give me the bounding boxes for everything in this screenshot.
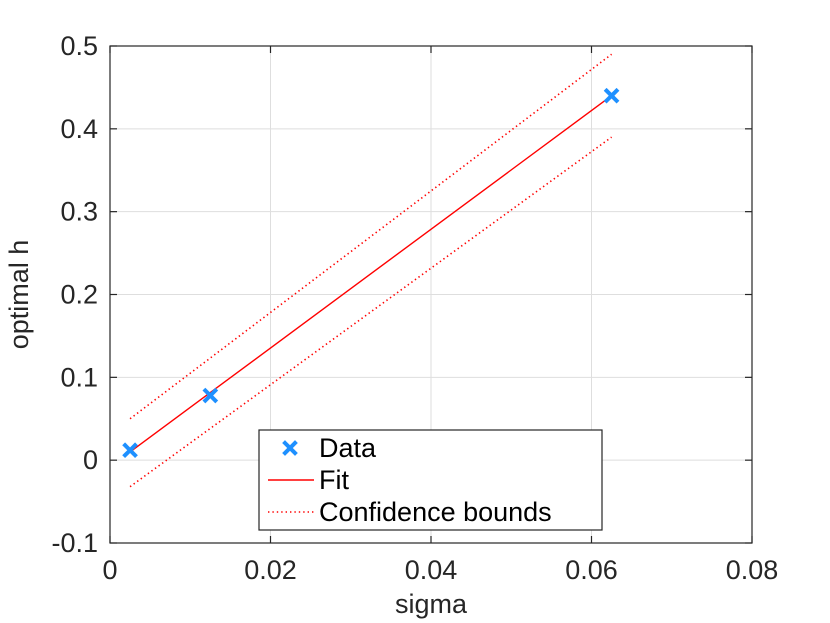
y-tick-label: -0.1 <box>51 528 98 558</box>
y-tick-label: 0.2 <box>60 280 98 310</box>
legend-marker-data <box>282 440 298 456</box>
fit-line <box>129 95 612 453</box>
data-point-marker <box>202 387 219 404</box>
legend-entry-label: Fit <box>319 465 349 495</box>
x-tick-label: 0.04 <box>405 555 458 585</box>
y-tick-label: 0.5 <box>60 31 98 61</box>
legend-entry-label: Data <box>319 433 377 463</box>
x-tick-label: 0.06 <box>565 555 618 585</box>
data-point-marker <box>603 87 620 104</box>
data-point-stroke <box>122 442 138 459</box>
legend-box <box>258 429 603 531</box>
y-axis-label: optimal h <box>4 240 34 350</box>
series-layer <box>122 53 620 488</box>
data-point-stroke <box>603 87 620 104</box>
x-tick-label: 0.02 <box>244 555 297 585</box>
axes <box>109 45 753 544</box>
y-tick-label: 0.1 <box>60 362 98 392</box>
legend-marker-stroke <box>282 440 298 456</box>
data-point-marker <box>122 442 138 459</box>
grid <box>110 46 752 543</box>
tick-labels: 0 0.02 0.04 0.06 0.08-0.100.10.20.30.40.5 <box>51 31 778 585</box>
y-tick-label: 0.3 <box>60 197 98 227</box>
data-point-stroke <box>202 387 219 404</box>
legend-entry-label: Confidence bounds <box>319 497 552 527</box>
x-axis-label: sigma <box>395 589 468 619</box>
x-tick-label: 0.08 <box>726 555 779 585</box>
x-tick-label: 0 <box>102 555 117 585</box>
y-tick-label: 0.4 <box>60 114 98 144</box>
y-tick-label: 0 <box>83 445 98 475</box>
